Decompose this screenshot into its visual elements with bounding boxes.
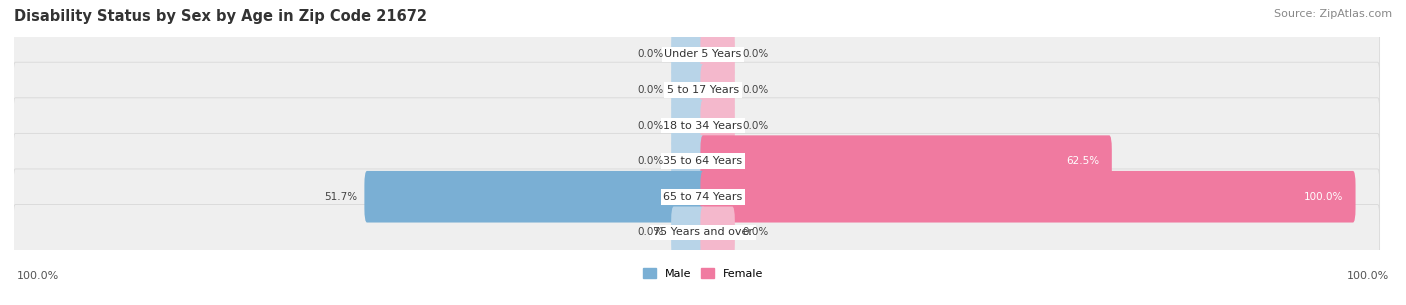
Text: 0.0%: 0.0% <box>638 49 664 59</box>
FancyBboxPatch shape <box>14 133 1379 189</box>
Text: 62.5%: 62.5% <box>1066 156 1099 166</box>
Text: 0.0%: 0.0% <box>742 120 768 131</box>
FancyBboxPatch shape <box>700 171 1355 223</box>
FancyBboxPatch shape <box>14 62 1379 118</box>
Text: 0.0%: 0.0% <box>638 156 664 166</box>
FancyBboxPatch shape <box>671 29 706 80</box>
FancyBboxPatch shape <box>14 98 1379 153</box>
FancyBboxPatch shape <box>14 27 1379 82</box>
FancyBboxPatch shape <box>700 100 735 151</box>
FancyBboxPatch shape <box>700 29 735 80</box>
FancyBboxPatch shape <box>671 100 706 151</box>
Text: 0.0%: 0.0% <box>742 227 768 237</box>
Legend: Male, Female: Male, Female <box>638 263 768 283</box>
Text: 0.0%: 0.0% <box>638 227 664 237</box>
Text: 100.0%: 100.0% <box>1347 271 1389 282</box>
Text: 75 Years and over: 75 Years and over <box>652 227 754 237</box>
Text: Disability Status by Sex by Age in Zip Code 21672: Disability Status by Sex by Age in Zip C… <box>14 9 427 24</box>
Text: 0.0%: 0.0% <box>742 49 768 59</box>
Text: 18 to 34 Years: 18 to 34 Years <box>664 120 742 131</box>
Text: 100.0%: 100.0% <box>17 271 59 282</box>
FancyBboxPatch shape <box>671 64 706 116</box>
FancyBboxPatch shape <box>671 135 706 187</box>
Text: 51.7%: 51.7% <box>325 192 357 202</box>
FancyBboxPatch shape <box>700 206 735 258</box>
Text: 0.0%: 0.0% <box>638 85 664 95</box>
Text: 35 to 64 Years: 35 to 64 Years <box>664 156 742 166</box>
Text: 0.0%: 0.0% <box>638 120 664 131</box>
Text: Source: ZipAtlas.com: Source: ZipAtlas.com <box>1274 9 1392 19</box>
Text: 65 to 74 Years: 65 to 74 Years <box>664 192 742 202</box>
Text: Under 5 Years: Under 5 Years <box>665 49 741 59</box>
FancyBboxPatch shape <box>700 135 1112 187</box>
FancyBboxPatch shape <box>671 206 706 258</box>
Text: 5 to 17 Years: 5 to 17 Years <box>666 85 740 95</box>
Text: 100.0%: 100.0% <box>1303 192 1343 202</box>
FancyBboxPatch shape <box>14 205 1379 260</box>
FancyBboxPatch shape <box>700 64 735 116</box>
FancyBboxPatch shape <box>14 169 1379 224</box>
Text: 0.0%: 0.0% <box>742 85 768 95</box>
FancyBboxPatch shape <box>364 171 706 223</box>
